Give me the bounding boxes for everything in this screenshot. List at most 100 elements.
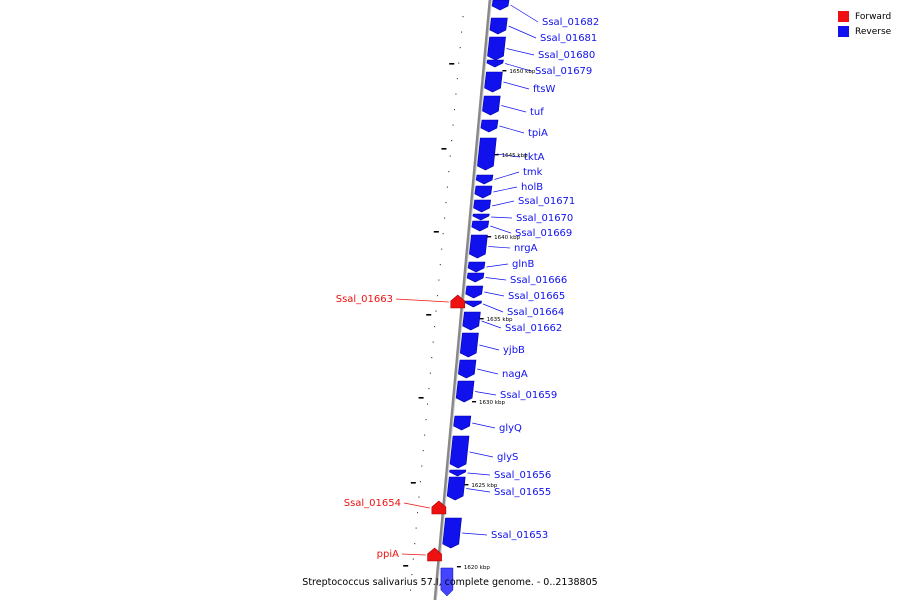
gene-block-20 — [458, 359, 477, 379]
gene-block-11 — [472, 213, 490, 221]
gene-block-4 — [484, 71, 503, 93]
ruler-dash — [449, 63, 455, 65]
gene-leader-16 — [484, 291, 505, 297]
kbp-tick-0 — [502, 70, 507, 72]
gene-leader-8 — [494, 171, 520, 180]
gene-block-19 — [459, 332, 479, 358]
forward-gene-label-0: Ssal_01663 — [336, 294, 393, 305]
ruler-dot — [459, 47, 461, 49]
ruler-dot — [417, 512, 419, 514]
gene-label-13: nrgA — [514, 243, 538, 254]
legend-reverse: Reverse — [838, 24, 891, 39]
ruler-dot — [451, 140, 453, 142]
gene-leader-5 — [501, 105, 527, 113]
ruler-dot — [444, 217, 446, 219]
gene-block-5 — [482, 95, 501, 116]
kbp-tick-4 — [472, 401, 477, 403]
gene-label-18: Ssal_01662 — [505, 323, 562, 334]
gene-leader-22 — [472, 422, 496, 429]
gene-label-9: holB — [521, 182, 543, 193]
gene-label-15: Ssal_01666 — [510, 275, 567, 286]
forward-gene-label-2: ppiA — [377, 549, 399, 560]
ruler-dot — [452, 124, 454, 126]
forward-gene-leader-0 — [395, 298, 449, 303]
gene-block-24 — [449, 469, 467, 477]
ruler-dash — [418, 397, 424, 399]
legend-forward: Forward — [838, 9, 891, 24]
gene-block-8 — [475, 174, 494, 185]
gene-leader-4 — [503, 81, 530, 90]
gene-label-25: Ssal_01655 — [494, 487, 551, 498]
ruler-dot — [449, 155, 451, 157]
kbp-label-5: 1625 kbp — [471, 483, 497, 489]
gene-label-2: Ssal_01680 — [538, 50, 595, 61]
gene-block-10 — [473, 199, 492, 213]
gene-block-21 — [455, 380, 475, 403]
reverse-swatch-icon — [838, 26, 849, 37]
gene-block-9 — [474, 185, 493, 199]
gene-leader-15 — [485, 277, 507, 281]
ruler-dash — [403, 565, 409, 567]
gene-label-20: nagA — [502, 369, 528, 380]
forward-swatch-icon — [838, 11, 849, 22]
gene-block-23 — [449, 435, 470, 469]
gene-label-16: Ssal_01665 — [508, 291, 565, 302]
gene-label-5: tuf — [530, 107, 544, 118]
ruler-dash — [426, 314, 432, 316]
gene-leader-13 — [488, 246, 511, 249]
forward-gene-block-0 — [450, 294, 466, 309]
gene-block-26 — [442, 517, 462, 549]
kbp-label-1: 1645 kbp — [502, 153, 528, 159]
gene-block-2 — [487, 36, 506, 61]
ruler-dot — [454, 109, 456, 111]
gene-block-offscreen — [440, 567, 454, 597]
ruler-dot — [436, 295, 438, 297]
gene-leader-0 — [510, 4, 539, 23]
gene-leader-12 — [490, 225, 512, 234]
ruler-dot — [415, 527, 417, 529]
gene-leader-24 — [467, 472, 491, 476]
kbp-tick-3 — [479, 318, 484, 320]
gene-label-0: Ssal_01682 — [542, 17, 599, 28]
legend-reverse-label: Reverse — [855, 26, 892, 37]
gene-label-3: Ssal_01679 — [535, 66, 592, 77]
gene-label-11: Ssal_01670 — [516, 213, 573, 224]
gene-leader-6 — [499, 125, 525, 134]
ruler-dot — [426, 403, 428, 405]
kbp-label-0: 1650 kbp — [509, 69, 535, 75]
ruler-dot — [418, 496, 420, 498]
gene-leader-3 — [505, 63, 532, 72]
ruler-dot — [439, 264, 441, 266]
gene-block-25 — [446, 476, 466, 501]
gene-label-4: ftsW — [533, 84, 555, 95]
gene-block-17 — [465, 300, 482, 308]
gene-label-12: Ssal_01669 — [515, 228, 572, 239]
gene-leader-2 — [506, 48, 535, 56]
gene-leader-23 — [469, 451, 494, 458]
gene-leader-10 — [492, 200, 515, 207]
gene-leader-25 — [466, 488, 491, 493]
gene-leader-11 — [491, 216, 513, 219]
forward-gene-block-1 — [431, 500, 447, 515]
gene-leader-21 — [475, 391, 497, 396]
forward-gene-leader-1 — [403, 502, 430, 509]
ruler-dot — [429, 372, 431, 374]
gene-leader-1 — [508, 25, 537, 39]
gene-label-10: Ssal_01671 — [518, 196, 575, 207]
gene-leader-19 — [479, 344, 500, 351]
ruler-dot — [431, 357, 433, 359]
kbp-tick-6 — [456, 566, 461, 568]
gene-label-22: glyQ — [499, 423, 522, 434]
ruler-dot — [448, 171, 450, 173]
ruler-dot — [412, 558, 414, 560]
gene-leader-17 — [482, 303, 504, 313]
ruler-dot — [409, 589, 411, 591]
ruler-dot — [446, 186, 448, 188]
ruler-dash — [433, 231, 439, 233]
kbp-tick-5 — [464, 484, 469, 486]
ruler-dash — [441, 148, 447, 150]
ruler-dot — [428, 388, 430, 390]
gene-leader-7 — [496, 153, 521, 158]
ruler-dot — [438, 279, 440, 281]
gene-label-7: tktA — [524, 152, 545, 163]
